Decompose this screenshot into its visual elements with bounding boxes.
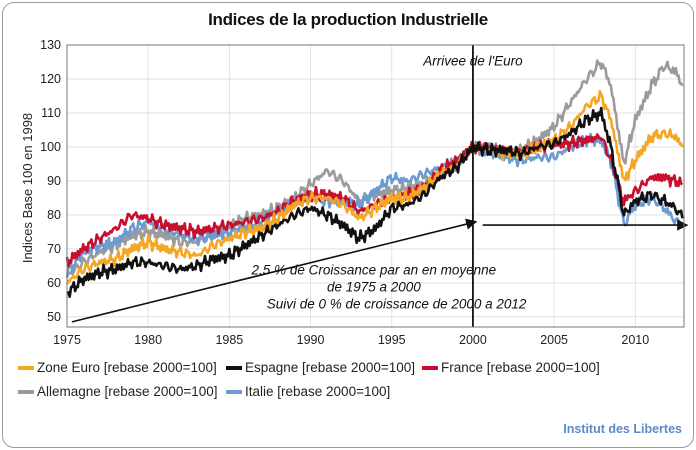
legend-item-zone-euro: Zone Euro [rebase 2000=100] (18, 360, 217, 375)
x-tick-labels: 1975 1980 1985 1990 1995 2000 2005 2010 (53, 333, 649, 347)
y-tick-label: 70 (47, 242, 61, 256)
y-tick-label: 50 (47, 310, 61, 324)
trend-arrow (71, 218, 478, 323)
annotation-text: Arrivee de l'Euro (422, 53, 523, 68)
y-tick-label: 100 (40, 140, 61, 154)
x-tick-label: 1990 (297, 333, 325, 347)
legend-label: Allemagne [rebase 2000=100] (37, 384, 218, 399)
legend-item-france: France [rebase 2000=100] (422, 360, 600, 375)
x-tick-label: 2000 (459, 333, 487, 347)
x-tick-label: 2005 (540, 333, 568, 347)
x-tick-label: 1995 (378, 333, 406, 347)
y-tick-label: 120 (40, 72, 61, 86)
legend-swatch (226, 389, 242, 394)
legend-label: Espagne [rebase 2000=100] (245, 360, 416, 375)
x-tick-label: 2010 (621, 333, 649, 347)
legend-swatch (18, 365, 34, 370)
y-tick-label: 130 (40, 38, 61, 52)
x-tick-label: 1985 (215, 333, 243, 347)
legend-item-italie: Italie [rebase 2000=100] (226, 384, 390, 399)
legend-item-allemagne: Allemagne [rebase 2000=100] (18, 384, 218, 399)
y-tick-labels: 50 60 70 80 90 100 110 120 130 (40, 38, 61, 324)
y-tick-label: 110 (41, 106, 61, 120)
chart-title: Indices de la production Industrielle (208, 10, 488, 29)
y-axis-label: Indices Base 100 en 1998 (20, 113, 35, 263)
legend-label: France [rebase 2000=100] (441, 360, 600, 375)
y-tick-label: 90 (47, 174, 61, 188)
legend-swatch (226, 365, 242, 370)
x-tick-label: 1980 (134, 333, 162, 347)
x-tick-label: 1975 (53, 333, 81, 347)
series-line (66, 106, 684, 299)
legend-label: Zone Euro [rebase 2000=100] (37, 360, 217, 375)
series-line (65, 90, 684, 285)
annotation-text: de 1975 a 2000 (327, 279, 421, 294)
annotation-text: Suivi de 0 % de croissance de 2000 a 201… (267, 296, 527, 311)
y-tick-label: 60 (47, 276, 61, 290)
legend-swatch (18, 389, 34, 394)
annotations: Arrivee de l'Euro 2.5 % de Croissance par… (71, 45, 689, 327)
series-lines (65, 59, 684, 299)
legend-item-espagne: Espagne [rebase 2000=100] (226, 360, 415, 375)
source-credit: Institut des Libertes (563, 422, 682, 436)
legend-label: Italie [rebase 2000=100] (245, 384, 391, 399)
y-tick-label: 80 (47, 208, 61, 222)
annotation-text: 2.5 % de Croissance par an en moyenne (251, 262, 497, 277)
plot-area-border (66, 44, 685, 328)
legend-swatch (422, 365, 438, 370)
series-line (65, 59, 684, 278)
